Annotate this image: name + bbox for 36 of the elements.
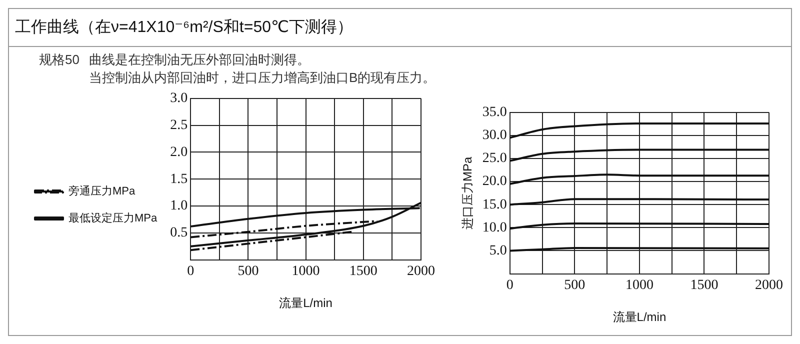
x-tick-label: 1000 — [625, 278, 654, 293]
y-tick-label: 30.0 — [482, 128, 507, 144]
line-series — [190, 202, 421, 248]
x-axis-title: 流量L/min — [612, 310, 666, 324]
y-tick-label: 2.0 — [170, 144, 188, 160]
line-series — [510, 148, 769, 162]
y-tick-label: 10.0 — [482, 220, 507, 236]
x-tick-label: 500 — [238, 264, 259, 279]
x-tick-label: 1000 — [292, 264, 320, 279]
y-tick-label: 5.0 — [489, 243, 507, 258]
x-tick-label: 0 — [506, 278, 514, 293]
legend-label: 最低设定压力MPa — [68, 212, 158, 225]
text: 规格50 — [39, 51, 80, 69]
y-tick-label: 2.5 — [170, 118, 188, 133]
x-tick-label: 1500 — [690, 278, 718, 293]
text: 曲线是在控制油无压外部回油时测得。 — [89, 51, 311, 69]
x-tick-label: 1500 — [349, 264, 378, 279]
line-series — [510, 174, 769, 185]
y-tick-label: 35.0 — [482, 105, 507, 120]
y-axis-title: 进口压力MPa — [460, 156, 475, 230]
y-tick-label: 1.0 — [170, 198, 188, 214]
y-tick-label: 1.5 — [170, 172, 188, 187]
y-tick-label: 0.5 — [170, 226, 188, 241]
x-tick-label: 2000 — [755, 278, 783, 293]
x-tick-label: 2000 — [407, 264, 435, 279]
line-series — [510, 122, 769, 139]
y-tick-label: 15.0 — [482, 197, 507, 212]
y-tick-label: 20.0 — [482, 174, 507, 190]
legend-label: 旁通压力MPa — [68, 184, 136, 198]
x-tick-label: 0 — [187, 264, 194, 279]
text: 当控制油从内部回油时，进口压力增高到油口B的现有压力。 — [89, 69, 436, 87]
x-tick-label: 500 — [564, 278, 586, 293]
y-tick-label: 25.0 — [482, 151, 507, 166]
x-axis-title: 流量L/min — [279, 296, 332, 310]
chart-title: 工作曲线（在ν=41X10⁻⁶m²/S和t=50℃下测得） — [9, 9, 791, 47]
y-tick-label: 3.0 — [170, 91, 188, 106]
